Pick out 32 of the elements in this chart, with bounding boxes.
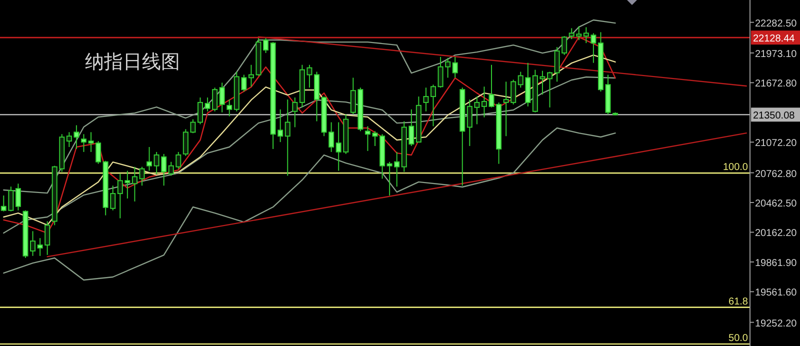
candlestick	[547, 71, 553, 108]
candlestick	[284, 98, 290, 176]
line-series	[3, 76, 616, 234]
candlestick	[197, 97, 203, 125]
candlestick	[423, 87, 429, 112]
candlestick	[452, 56, 458, 78]
annotation: 100.0	[722, 162, 748, 174]
candlestick	[146, 146, 152, 172]
ref-line-label: 22128.44	[753, 34, 796, 45]
y-tick-label: 20462.50	[755, 198, 798, 210]
annotation: 61.8	[728, 296, 748, 308]
y-tick-label: 21072.20	[755, 138, 798, 150]
line-series	[3, 19, 616, 194]
ref-line-label: 21350.08	[753, 110, 796, 122]
y-tick-label: 21672.80	[755, 78, 798, 90]
candlestick	[226, 98, 232, 117]
candlestick	[430, 84, 436, 127]
annotation: 50.0	[728, 333, 748, 344]
y-tick-label: 21973.10	[755, 48, 798, 60]
y-tick-label: 20762.80	[755, 168, 798, 180]
y-tick-label: 19252.20	[755, 318, 798, 330]
candlestick	[292, 97, 298, 128]
y-tick-label: 20162.20	[755, 228, 798, 240]
candlestick	[80, 134, 86, 152]
text: 纳指日线图	[85, 51, 180, 73]
candlestick	[30, 230, 36, 256]
y-tick-label: 19861.90	[755, 258, 798, 269]
candlestick	[15, 183, 21, 211]
line-series	[3, 127, 616, 281]
y-tick-label: 19561.60	[755, 288, 798, 299]
y-tick-label: 22282.50	[755, 18, 798, 30]
candlestick	[219, 82, 225, 113]
